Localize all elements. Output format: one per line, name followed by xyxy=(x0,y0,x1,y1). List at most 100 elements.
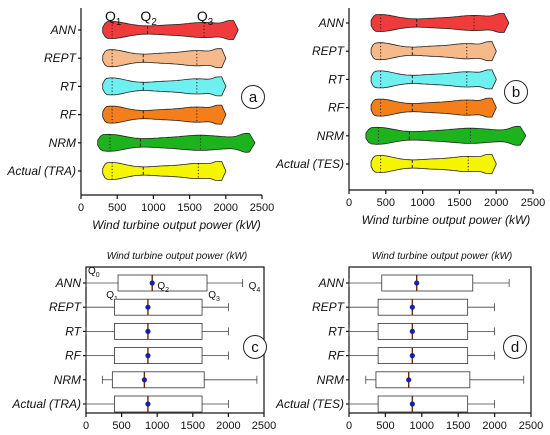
mean-marker xyxy=(145,353,151,359)
x-tick-label: 2000 xyxy=(484,197,508,209)
category-label: RF xyxy=(60,108,77,122)
category-label: ANN xyxy=(318,16,345,30)
x-tick-label: 500 xyxy=(377,197,395,209)
x-tick-label: 0 xyxy=(83,420,89,432)
box xyxy=(377,395,469,413)
panel-label-circle xyxy=(243,335,267,359)
category-label: Actual (TES) xyxy=(275,157,344,171)
plot-frame xyxy=(348,266,532,414)
box xyxy=(381,274,474,292)
violin xyxy=(370,13,510,33)
box xyxy=(114,395,203,413)
quartile-label: Q0 xyxy=(88,266,100,279)
mean-marker xyxy=(409,353,415,359)
category-label: RT xyxy=(328,72,345,86)
panel-label: d xyxy=(511,339,519,356)
x-axis-label: Wind turbine output power (kW) xyxy=(92,218,261,232)
x-tick-label: 1500 xyxy=(446,420,470,432)
x-tick-label: 500 xyxy=(376,420,394,432)
violin xyxy=(102,76,227,97)
violin xyxy=(370,97,497,118)
category-label: RF xyxy=(328,101,345,115)
violin xyxy=(102,48,227,69)
quartile-label: Q2 xyxy=(157,281,169,294)
category-label: RT xyxy=(60,79,77,93)
chart-title: Wind turbine output power (kW) xyxy=(372,251,513,262)
panel-label-circle xyxy=(503,335,527,359)
box xyxy=(375,371,471,389)
violin xyxy=(102,104,227,125)
category-label: ANN xyxy=(50,23,77,37)
box xyxy=(377,298,469,316)
category-label: RT xyxy=(328,324,345,338)
panel-label: a xyxy=(249,89,258,106)
category-label: ANN xyxy=(318,276,345,290)
mean-marker xyxy=(145,328,151,334)
mean-marker xyxy=(406,377,412,383)
category-label: Actual (TRA) xyxy=(6,164,76,178)
category-label: REPT xyxy=(312,300,346,314)
x-tick-label: 0 xyxy=(78,202,84,214)
category-label: ANN xyxy=(55,276,82,290)
category-label: Actual (TES) xyxy=(275,397,344,411)
mean-marker xyxy=(149,280,155,286)
violin xyxy=(370,154,497,174)
quartile-label: Q2 xyxy=(140,8,156,28)
panel-label-circle xyxy=(241,85,265,109)
box xyxy=(114,322,203,340)
x-tick-label: 2500 xyxy=(250,202,274,214)
x-tick-label: 0 xyxy=(346,420,352,432)
quartile-label: Q3 xyxy=(197,8,214,28)
panel-d: 0 500 1000 1500 2000 2500 Wind turbine output … xyxy=(275,251,543,432)
chart-title: Wind turbine output power (kW) xyxy=(107,251,248,262)
panel-label: b xyxy=(512,84,520,101)
violin xyxy=(97,132,256,153)
violin xyxy=(370,69,497,90)
mean-marker xyxy=(409,328,415,334)
mean-marker xyxy=(409,401,415,407)
x-tick-label: 1000 xyxy=(145,420,169,432)
box xyxy=(114,298,203,316)
panel-label-circle xyxy=(504,80,528,104)
panel-c: 0 500 1000 1500 2000 2500 Wind turbine output … xyxy=(11,251,276,432)
x-tick-label: 2000 xyxy=(214,202,238,214)
category-label: Actual (TRA) xyxy=(11,397,81,411)
panel-b: 0 500 1000 1500 2000 2500 Wind turbine output … xyxy=(275,8,545,227)
category-label: RF xyxy=(65,349,82,363)
mean-marker xyxy=(141,377,147,383)
x-tick-label: 500 xyxy=(112,420,130,432)
quartile-label: Q3 xyxy=(208,290,220,303)
mean-marker xyxy=(145,304,151,310)
quartile-label: Q4 xyxy=(249,281,261,294)
box xyxy=(117,274,208,292)
x-tick-label: 1000 xyxy=(410,420,434,432)
category-label: REPT xyxy=(49,300,83,314)
category-label: RF xyxy=(328,349,345,363)
mean-marker xyxy=(409,304,415,310)
box xyxy=(114,347,203,365)
quartile-label: Q1 xyxy=(105,8,121,28)
panel-a: 0 500 1000 1500 2000 2500 Wind turbine output … xyxy=(6,8,274,232)
x-tick-label: 2000 xyxy=(482,420,506,432)
violin xyxy=(102,161,227,181)
x-tick-label: 1500 xyxy=(447,197,471,209)
category-label: REPT xyxy=(44,51,78,65)
violin xyxy=(370,41,497,62)
x-tick-label: 500 xyxy=(108,202,126,214)
panel-label: c xyxy=(251,339,259,356)
x-tick-label: 2000 xyxy=(216,420,240,432)
x-tick-label: 1000 xyxy=(141,202,165,214)
mean-marker xyxy=(414,280,420,286)
x-tick-label: 0 xyxy=(346,197,352,209)
category-label: NRM xyxy=(49,136,76,150)
box xyxy=(377,347,469,365)
category-label: RT xyxy=(65,324,82,338)
category-label: NRM xyxy=(54,373,81,387)
x-tick-label: 1000 xyxy=(410,197,434,209)
x-tick-label: 2500 xyxy=(521,197,545,209)
x-tick-label: 2500 xyxy=(252,420,276,432)
category-label: NRM xyxy=(317,129,344,143)
violin xyxy=(365,125,526,146)
violin xyxy=(102,20,239,40)
